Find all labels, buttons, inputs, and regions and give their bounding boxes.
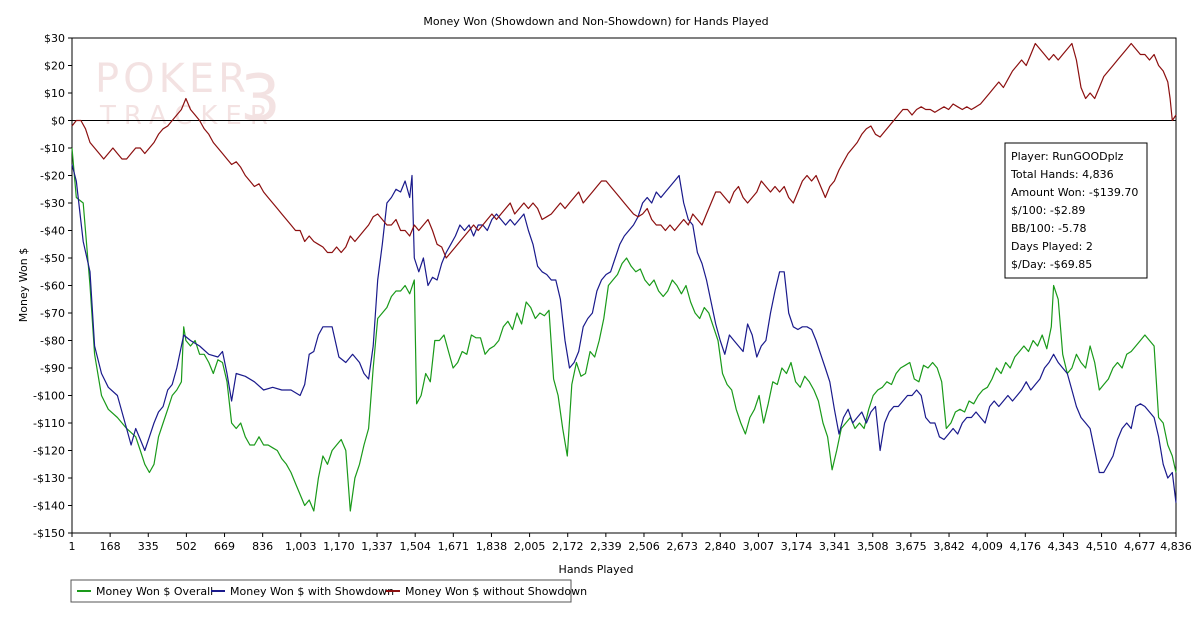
y-tick-label: $20 [44, 60, 65, 73]
x-tick-label: 2,005 [514, 540, 546, 553]
x-tick-label: 4,176 [1010, 540, 1042, 553]
pokertracker-watermark: POKER TRACKER 3 [95, 56, 281, 136]
watermark-line1: POKER [95, 56, 250, 102]
series-layer [71, 42, 1177, 512]
legend-item-non-showdown: Money Won $ without Showdown [386, 585, 587, 598]
y-tick-label: -$130 [33, 472, 65, 485]
legend: Money Won $ Overall Money Won $ with Sho… [70, 579, 587, 603]
series-line-overall [71, 147, 1177, 512]
x-tick-label: 502 [176, 540, 197, 553]
chart-title: Money Won (Showdown and Non-Showdown) fo… [423, 15, 768, 28]
x-tick-label: 4,836 [1160, 540, 1192, 553]
x-tick-label: 2,339 [590, 540, 622, 553]
y-tick-label: -$140 [33, 500, 65, 513]
x-tick-label: 2,673 [666, 540, 698, 553]
y-tick-label: -$20 [40, 170, 65, 183]
x-tick-label: 1,504 [399, 540, 431, 553]
x-tick-label: 2,172 [552, 540, 584, 553]
x-tick-label: 4,677 [1124, 540, 1156, 553]
stats-dollars-per-100: $/100: -$2.89 [1011, 204, 1085, 217]
x-tick-label: 168 [100, 540, 121, 553]
stats-bb-per-100: BB/100: -5.78 [1011, 222, 1086, 235]
x-tick-label: 3,174 [781, 540, 813, 553]
series-line-with-showdown [71, 164, 1177, 503]
stats-total-hands: Total Hands: 4,836 [1010, 168, 1114, 181]
y-tick-label: -$30 [40, 197, 65, 210]
x-tick-label: 836 [252, 540, 273, 553]
legend-item-overall: Money Won $ Overall [77, 585, 213, 598]
x-tick-label: 1,671 [438, 540, 470, 553]
y-tick-label: -$80 [40, 335, 65, 348]
stats-player: Player: RunGOODplz [1011, 150, 1124, 163]
stats-dollars-per-day: $/Day: -$69.85 [1011, 258, 1092, 271]
y-tick-label: -$100 [33, 390, 65, 403]
x-tick-label: 1,838 [476, 540, 508, 553]
y-tick-label: -$10 [40, 142, 65, 155]
legend-item-showdown: Money Won $ with Showdown [211, 585, 394, 598]
watermark-version: 3 [240, 62, 281, 136]
legend-frame [70, 579, 572, 603]
x-tick-label: 4,009 [971, 540, 1003, 553]
x-tick-label: 1,170 [323, 540, 355, 553]
x-tick-label: 3,842 [933, 540, 965, 553]
y-tick-label: $0 [51, 115, 65, 128]
x-tick-label: 3,675 [895, 540, 927, 553]
x-axis-label: Hands Played [559, 563, 634, 576]
legend-label-overall: Money Won $ Overall [96, 585, 213, 598]
y-tick-label: $30 [44, 32, 65, 45]
x-tick-label: 4,510 [1086, 540, 1118, 553]
y-tick-label: -$110 [33, 417, 65, 430]
x-tick-label: 335 [138, 540, 159, 553]
legend-label-showdown: Money Won $ with Showdown [230, 585, 394, 598]
y-tick-label: -$60 [40, 280, 65, 293]
y-tick-label: $10 [44, 87, 65, 100]
stats-amount-won: Amount Won: -$139.70 [1011, 186, 1138, 199]
x-tick-label: 4,343 [1048, 540, 1080, 553]
y-tick-label: -$90 [40, 362, 65, 375]
y-axis: $30 $20 $10 $0 -$10 -$20 -$30 -$40 -$50 -$60 -$70 -… [33, 32, 72, 540]
x-tick-label: 1,003 [285, 540, 317, 553]
stats-box-frame [1004, 142, 1148, 279]
legend-label-non-showdown: Money Won $ without Showdown [405, 585, 587, 598]
x-axis: 1 168 335 502 669 836 1,003 1,170 1,337 1,504 1,67… [69, 533, 1192, 553]
x-tick-label: 3,508 [857, 540, 889, 553]
y-tick-label: -$70 [40, 307, 65, 320]
y-tick-label: -$120 [33, 445, 65, 458]
player-stats-box: Player: RunGOODplz Total Hands: 4,836 Am… [1004, 142, 1148, 279]
x-tick-label: 2,840 [704, 540, 736, 553]
x-tick-label: 3,341 [819, 540, 851, 553]
x-tick-label: 669 [214, 540, 235, 553]
x-tick-label: 3,007 [743, 540, 775, 553]
series-line-without-showdown [71, 42, 1177, 259]
x-tick-label: 1,337 [361, 540, 393, 553]
x-tick-label: 2,506 [628, 540, 660, 553]
x-tick-label: 1 [69, 540, 76, 553]
y-tick-label: -$150 [33, 527, 65, 540]
y-tick-label: -$50 [40, 252, 65, 265]
y-tick-label: -$40 [40, 225, 65, 238]
y-axis-label: Money Won $ [17, 248, 30, 322]
stats-days-played: Days Played: 2 [1011, 240, 1093, 253]
